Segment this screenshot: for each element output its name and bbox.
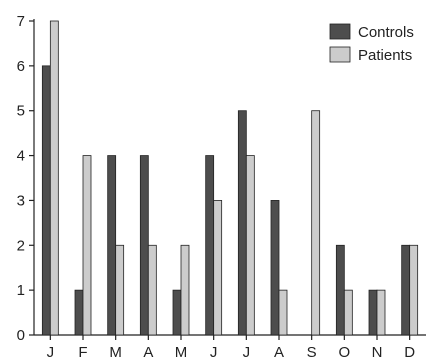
legend-label-controls: Controls xyxy=(358,24,414,41)
bar-controls-j-5 xyxy=(205,155,215,336)
y-tick-label: 6 xyxy=(17,58,25,75)
y-tick-label: 2 xyxy=(17,237,25,254)
bar-patients-j-0 xyxy=(49,20,59,336)
x-tick-label: D xyxy=(404,344,415,358)
bar-controls-m-2 xyxy=(107,155,117,336)
bar-patients-j-6 xyxy=(245,155,255,336)
y-axis: 0 1 2 3 4 5 6 7 xyxy=(17,13,35,344)
x-tick-label: M xyxy=(109,344,122,358)
bar-patients-j-5 xyxy=(213,200,223,336)
y-tick-label: 0 xyxy=(17,327,25,344)
bar-controls-j-6 xyxy=(237,110,247,336)
x-tick-label: J xyxy=(243,344,251,358)
x-tick-label: S xyxy=(307,344,317,358)
bar-controls-j-0 xyxy=(41,65,51,336)
x-tick-label: A xyxy=(274,344,284,358)
bar-patients-n-10 xyxy=(376,289,386,336)
bar-controls-m-4 xyxy=(172,289,182,336)
x-tick-label: A xyxy=(143,344,153,358)
y-tick-label: 5 xyxy=(17,103,25,120)
y-tick-label: 4 xyxy=(17,148,25,165)
legend: Controls Patients xyxy=(329,23,414,64)
x-tick-label: F xyxy=(78,344,87,358)
bar-controls-n-10 xyxy=(368,289,378,336)
bar-patients-a-7 xyxy=(278,289,288,336)
y-tick-label: 7 xyxy=(17,13,25,30)
x-tick-label: N xyxy=(372,344,383,358)
bar-controls-f-1 xyxy=(74,289,84,336)
y-tick-label: 3 xyxy=(17,192,25,209)
bar-patients-m-2 xyxy=(115,244,125,336)
bar-patients-m-4 xyxy=(180,244,190,336)
y-tick-label: 1 xyxy=(17,282,25,299)
x-tick-label: J xyxy=(47,344,55,358)
bar-controls-a-3 xyxy=(139,155,149,336)
legend-label-patients: Patients xyxy=(358,47,412,64)
legend-swatch-controls xyxy=(329,23,351,40)
bar-controls-o-9 xyxy=(335,244,345,336)
bar-patients-o-9 xyxy=(343,289,353,336)
x-tick-label: J xyxy=(210,344,218,358)
x-tick-label: O xyxy=(338,344,350,358)
bar-patients-a-3 xyxy=(147,244,157,336)
bars xyxy=(41,20,419,336)
bar-controls-a-7 xyxy=(270,200,280,336)
bar-patients-s-8 xyxy=(311,110,321,336)
x-tick-label: M xyxy=(175,344,188,358)
bar-patients-f-1 xyxy=(82,155,92,336)
bar-patients-d-11 xyxy=(409,244,419,336)
legend-swatch-patients xyxy=(329,46,351,63)
bar-controls-d-11 xyxy=(401,244,411,336)
